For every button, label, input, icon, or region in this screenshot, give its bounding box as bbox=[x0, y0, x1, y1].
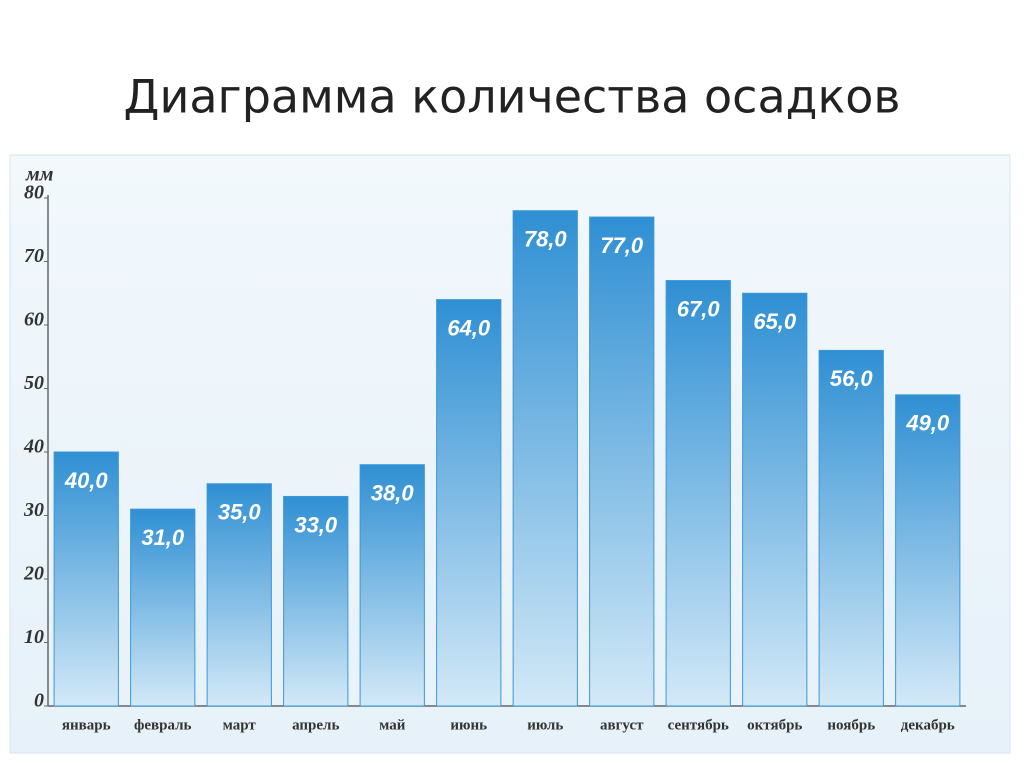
bar bbox=[436, 299, 502, 707]
value-label: 78,0 bbox=[524, 227, 568, 252]
bar bbox=[895, 394, 961, 707]
value-label: 65,0 bbox=[753, 309, 797, 334]
bar bbox=[589, 216, 655, 707]
bar bbox=[665, 280, 731, 707]
bar bbox=[283, 495, 349, 707]
bar bbox=[742, 292, 808, 707]
value-label: 64,0 bbox=[447, 315, 491, 340]
y-tick-label: 50 bbox=[24, 372, 44, 394]
value-label: 49,0 bbox=[905, 411, 950, 436]
y-tick-label: 10 bbox=[24, 626, 44, 648]
value-label: 40,0 bbox=[64, 468, 109, 493]
value-label: 67,0 bbox=[677, 296, 721, 321]
x-tick-label: июль bbox=[527, 717, 563, 733]
x-tick-label: ноябрь bbox=[827, 717, 875, 733]
y-tick-label: 30 bbox=[23, 499, 44, 521]
x-tick-label: сентябрь bbox=[668, 717, 729, 733]
y-axis-label: мм bbox=[25, 164, 54, 186]
y-tick-label: 20 bbox=[23, 563, 44, 585]
bar bbox=[130, 508, 196, 707]
y-tick-label: 70 bbox=[24, 245, 44, 267]
bar bbox=[206, 483, 272, 707]
bar bbox=[512, 210, 578, 707]
value-label: 56,0 bbox=[830, 366, 874, 391]
x-tick-label: октябрь bbox=[747, 717, 802, 733]
value-label: 33,0 bbox=[294, 512, 338, 537]
value-label: 38,0 bbox=[371, 481, 415, 506]
bar bbox=[359, 464, 425, 707]
value-label: 77,0 bbox=[600, 233, 644, 258]
bar bbox=[53, 451, 119, 707]
x-tick-label: май bbox=[379, 717, 406, 733]
y-tick-label: 40 bbox=[23, 436, 44, 458]
y-tick-label: 0 bbox=[34, 690, 44, 712]
x-tick-label: июнь bbox=[450, 717, 487, 733]
bar bbox=[818, 349, 884, 707]
value-label: 35,0 bbox=[218, 500, 262, 525]
x-tick-label: декабрь bbox=[901, 717, 955, 733]
chart-title: Диаграмма количества осадков bbox=[124, 70, 901, 124]
y-tick-label: 60 bbox=[24, 309, 44, 331]
x-tick-label: февраль bbox=[134, 717, 192, 733]
x-tick-label: март bbox=[223, 717, 257, 733]
x-tick-label: январь bbox=[62, 717, 111, 733]
x-tick-label: апрель bbox=[292, 717, 339, 733]
x-tick-label: август bbox=[600, 717, 644, 733]
y-tick-label: 80 bbox=[24, 182, 44, 204]
value-label: 31,0 bbox=[141, 525, 185, 550]
